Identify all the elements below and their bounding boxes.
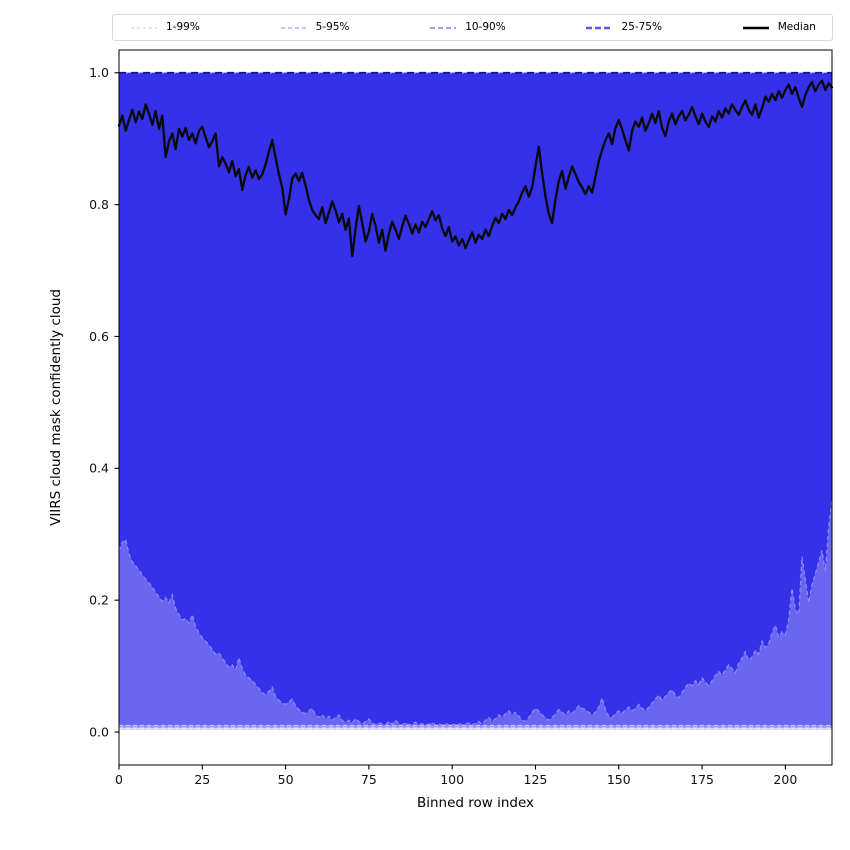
y-tick-label: 0.6: [89, 329, 109, 344]
y-tick-label: 0.8: [89, 197, 109, 212]
x-tick-label: 0: [115, 772, 123, 787]
x-tick-label: 150: [607, 772, 631, 787]
legend-line-1-99-icon: [131, 26, 157, 29]
legend-label-1-99: 1-99%: [166, 21, 200, 34]
axes-spines: [118, 49, 833, 766]
legend: 1-99% 5-95% 10-90% 25-75% Median: [112, 14, 833, 41]
legend-line-median-icon: [742, 26, 769, 29]
y-tick-label: 0.2: [89, 592, 109, 607]
y-tick-label: 0.0: [89, 724, 109, 739]
legend-line-10-90-icon: [430, 26, 457, 29]
legend-item-5-95: 5-95%: [279, 21, 350, 34]
x-axis-label: Binned row index: [416, 795, 535, 811]
legend-item-25-75: 25-75%: [584, 22, 662, 34]
legend-item-10-90: 10-90%: [428, 22, 506, 34]
x-tick-label: 75: [361, 772, 377, 787]
legend-label-median: Median: [777, 21, 816, 34]
y-axis-label: VIIRS cloud mask confidently cloud: [48, 289, 64, 526]
x-tick-label: 175: [690, 772, 714, 787]
x-tick-label: 200: [773, 772, 797, 787]
median-line: [117, 79, 834, 258]
x-tick-label: 125: [524, 772, 548, 787]
legend-label-5-95: 5-95%: [315, 21, 350, 34]
y-tick-label: 0.4: [89, 461, 109, 476]
band-25-75: [119, 72, 832, 725]
legend-label-10-90: 10-90%: [465, 21, 506, 34]
legend-line-25-75-icon: [586, 26, 613, 29]
x-tick-label: 25: [194, 772, 210, 787]
legend-item-1-99: 1-99%: [129, 22, 200, 34]
y-axis-label-wrap: VIIRS cloud mask confidently cloud: [46, 50, 66, 765]
legend-label-25-75: 25-75%: [621, 21, 662, 34]
edge-line-25-75: [118, 499, 833, 726]
x-tick-label: 50: [278, 772, 294, 787]
legend-item-median: Median: [741, 22, 816, 34]
x-tick-label: 100: [440, 772, 464, 787]
legend-line-5-95-icon: [280, 26, 307, 29]
y-tick-label: 1.0: [89, 65, 109, 80]
